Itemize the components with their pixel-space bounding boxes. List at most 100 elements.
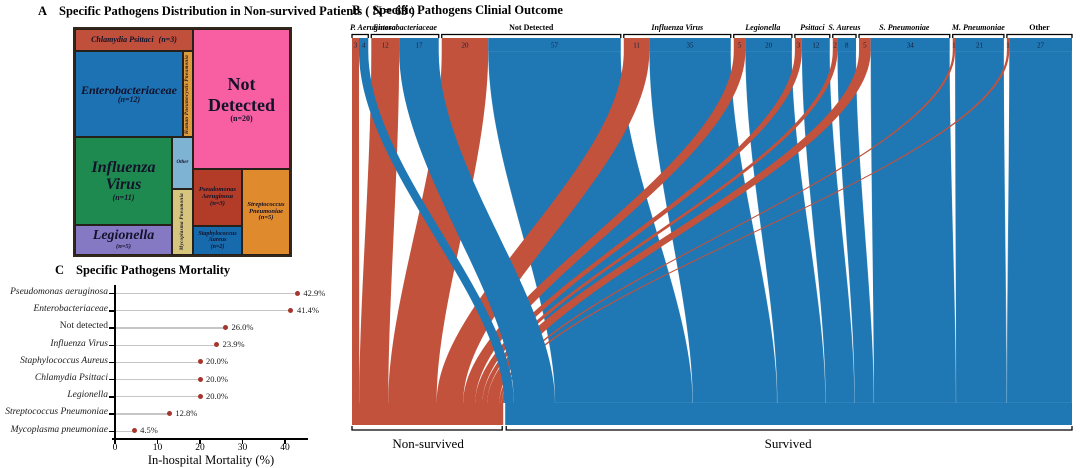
treemap-cell-label: Enterobacteriaceae (81, 82, 177, 97)
sankey-top-bracket (351, 33, 369, 38)
sankey-top-segment-survived (1009, 38, 1072, 51)
mortality-dot (131, 428, 137, 434)
sankey-count-survived: 8 (845, 42, 849, 50)
sankey-ribbon (358, 51, 514, 403)
treemap-cell-label: Legionella (92, 228, 155, 244)
treemap-cell-label: Influenza Virus (91, 159, 156, 193)
sankey-top-bracket (858, 33, 951, 38)
treemap-cell-chlamydia: Chlamydia Psittaci (n=3) (75, 29, 193, 51)
mortality-dot (197, 376, 203, 382)
mortality-stem-line (116, 310, 289, 312)
y-axis-tick (109, 310, 115, 312)
sankey-top-segment-survived (488, 38, 621, 51)
mortality-value-label: 12.8% (175, 407, 198, 418)
treemap-cell-count: (n=5) (116, 242, 131, 250)
mortality-value-label: 42.9% (303, 287, 326, 298)
sankey-category-label: S. Pneumoniae (879, 23, 930, 32)
sankey-count-survived: 12 (812, 42, 820, 50)
sankey-ribbon (436, 51, 650, 403)
sankey-outcome-bar-survived (505, 403, 1072, 425)
mortality-value-label: 26.0% (231, 321, 254, 332)
treemap-cell-pseudomonas: Pseudomonas Aeruginosa (n=3) (193, 169, 242, 226)
panel-b-title: B Specific Pathogens Clinial Outcome (352, 3, 563, 18)
mortality-stem-line (116, 430, 133, 432)
sankey-outcome-label-nonsurvived: Non-survived (392, 436, 464, 451)
mortality-row: Chlamydia Psittaci 20.0% (0, 371, 345, 387)
treemap-cell-count: (n=20) (230, 114, 253, 124)
sankey-top-bracket (623, 33, 732, 38)
mortality-stem-line (116, 379, 198, 381)
sankey-category-label: M. Pneumoniae (951, 23, 1005, 32)
sankey-category-label: Enterobacteriaceae (372, 23, 437, 32)
sankey-count-nonsurvived: 12 (382, 42, 390, 50)
sankey-ribbon (954, 50, 1008, 404)
sankey-count-nonsurvived: 1 (1006, 42, 1010, 50)
mortality-value-label: 20.0% (206, 356, 228, 367)
treemap-cell-label: Staphylococcus Aureus (198, 231, 237, 244)
mortality-stem-line (116, 293, 296, 295)
sankey-top-bracket (832, 33, 857, 38)
sankey-top-bracket (1006, 33, 1073, 38)
x-axis-tick-label: 40 (280, 443, 290, 453)
mortality-value-label: 20.0% (206, 390, 228, 401)
mortality-row-label: Not detected (59, 321, 108, 332)
mortality-dot (166, 410, 172, 416)
mortality-dot (294, 290, 300, 296)
x-axis-tick-label: 10 (152, 443, 163, 453)
sankey-ribbon (463, 51, 746, 403)
sankey-category-label: Influenza Virus (650, 23, 703, 32)
sankey-count-nonsurvived: 11 (633, 42, 640, 50)
x-axis-tick (241, 439, 244, 444)
panel-b-letter: B (352, 3, 361, 17)
sankey-ribbon (399, 51, 555, 403)
treemap-cell-legionella: Legionella (n=5) (75, 225, 172, 255)
sankey-ribbon (352, 51, 360, 403)
mortality-value-label: 20.0% (206, 373, 228, 384)
sankey-top-bracket (370, 33, 440, 38)
sankey-count-survived: 35 (687, 42, 695, 50)
y-axis-tick (109, 379, 115, 381)
x-axis-tick (156, 439, 159, 444)
sankey-category-label: Other (1029, 23, 1050, 32)
mortality-row-label: Streptococcus Pneumoniae (5, 407, 108, 418)
sankey-top-bracket (794, 33, 831, 38)
panel-a-title-text: Specific Pathogens Distribution in Non-s… (59, 4, 415, 18)
sankey-category-label: Legionella (744, 23, 780, 32)
sankey-count-nonsurvived: 3 (797, 42, 801, 50)
mortality-row: Enterobacteriaceae 41.4% (0, 302, 345, 318)
sankey-count-nonsurvived: 20 (461, 42, 469, 50)
sankey-bottom-bracket-survived (505, 426, 1073, 431)
treemap-cell-label: Pseudomonas Aeruginosa (198, 186, 237, 201)
mortality-dot (197, 393, 203, 399)
sankey-category-label: Psittaci (800, 23, 825, 32)
treemap-cell-count: (n=2) (210, 243, 225, 250)
sankey-top-segment-survived (358, 38, 369, 51)
y-axis-tick (109, 344, 115, 346)
panel-c-letter: C (55, 263, 65, 277)
y-axis-tick (109, 396, 115, 398)
sankey-top-segment-survived (399, 38, 439, 51)
x-axis-tick-label: 30 (237, 443, 248, 453)
x-axis-line (112, 438, 308, 440)
mortality-row-label: Staphylococcus Aureus (20, 355, 108, 366)
mortality-row-label: Enterobacteriaceae (33, 304, 108, 315)
sankey-count-survived: 57 (551, 42, 559, 50)
sankey-top-segment-nonsurvived (441, 38, 489, 51)
x-axis-tick (284, 439, 286, 444)
mortality-dot (223, 324, 228, 330)
sankey-top-segment-survived (801, 38, 830, 51)
treemap-cell-streptococcus: Streptococcus Pneumoniae (n=5) (242, 169, 290, 255)
y-axis-tick (109, 413, 115, 415)
sankey-count-nonsurvived: 5 (863, 42, 867, 50)
y-axis-tick (109, 430, 115, 432)
treemap-cell-count: (n=11) (112, 192, 135, 202)
x-axis-tick (199, 439, 201, 444)
treemap-cell-label: Streptococcus Pneumoniae (247, 200, 285, 215)
y-axis-tick (109, 293, 115, 295)
mortality-row: Legionella 20.0% (0, 388, 345, 404)
sankey-top-segment-nonsurvived (623, 38, 650, 51)
sankey-top-segment-nonsurvived (794, 38, 802, 51)
mortality-row-label: Mycoplasma pneumoniae (10, 424, 108, 435)
sankey-count-survived: 27 (1037, 42, 1045, 50)
